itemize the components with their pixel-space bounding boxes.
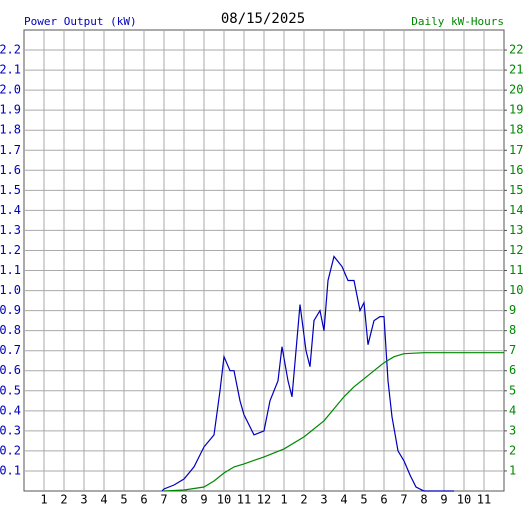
y-tick-label: 1.3 bbox=[0, 223, 21, 237]
x-tick-label: 2 bbox=[60, 493, 67, 507]
y-tick-label: 0.6 bbox=[0, 363, 21, 377]
x-tick-label: 4 bbox=[340, 493, 347, 507]
y-tick-label: 0.8 bbox=[0, 323, 21, 337]
y-tick-label: 1.6 bbox=[0, 163, 21, 177]
x-tick-label: 5 bbox=[360, 493, 367, 507]
x-tick-label: 2 bbox=[300, 493, 307, 507]
y-tick-label: 0.9 bbox=[0, 303, 21, 317]
x-tick-label: 4 bbox=[100, 493, 107, 507]
y2-tick-label: 6 bbox=[509, 363, 516, 377]
y2-tick-label: 11 bbox=[509, 263, 523, 277]
x-tick-label: 5 bbox=[120, 493, 127, 507]
x-tick-label: 11 bbox=[477, 493, 491, 507]
y2-tick-label: 1 bbox=[509, 463, 516, 477]
y2-tick-label: 5 bbox=[509, 383, 516, 397]
x-tick-label: 6 bbox=[380, 493, 387, 507]
series-line bbox=[161, 255, 454, 492]
y2-tick-label: 18 bbox=[509, 123, 523, 137]
y-tick-label: 0.2 bbox=[0, 443, 21, 457]
y-tick-label: 1.2 bbox=[0, 243, 21, 257]
x-tick-label: 1 bbox=[40, 493, 47, 507]
y2-tick-label: 8 bbox=[509, 323, 516, 337]
x-tick-label: 7 bbox=[400, 493, 407, 507]
y2-tick-label: 22 bbox=[509, 43, 523, 57]
x-tick-label: 10 bbox=[457, 493, 471, 507]
x-tick-label: 1 bbox=[280, 493, 287, 507]
y-tick-label: 0.7 bbox=[0, 343, 21, 357]
y-tick-label: 1.5 bbox=[0, 183, 21, 197]
y2-tick-label: 13 bbox=[509, 223, 523, 237]
y-tick-label: 1.0 bbox=[0, 283, 21, 297]
y-tick-label: 2.2 bbox=[0, 43, 21, 57]
y2-tick-label: 2 bbox=[509, 443, 516, 457]
y-tick-label: 1.9 bbox=[0, 103, 21, 117]
y-tick-label: 1.7 bbox=[0, 143, 21, 157]
y-tick-label: 2.1 bbox=[0, 63, 21, 77]
y-tick-label: 1.4 bbox=[0, 203, 21, 217]
y2-tick-label: 14 bbox=[509, 203, 523, 217]
x-tick-label: 12 bbox=[257, 493, 271, 507]
y-tick-label: 1.8 bbox=[0, 123, 21, 137]
x-tick-label: 9 bbox=[200, 493, 207, 507]
y2-tick-label: 16 bbox=[509, 163, 523, 177]
x-tick-label: 3 bbox=[320, 493, 327, 507]
y2-tick-label: 19 bbox=[509, 103, 523, 117]
x-tick-label: 7 bbox=[160, 493, 167, 507]
x-tick-label: 6 bbox=[140, 493, 147, 507]
x-tick-label: 8 bbox=[420, 493, 427, 507]
y2-tick-label: 4 bbox=[509, 403, 516, 417]
y-tick-label: 0.4 bbox=[0, 403, 21, 417]
y-tick-label: 0.5 bbox=[0, 383, 21, 397]
y2-tick-label: 20 bbox=[509, 83, 523, 97]
x-tick-label: 11 bbox=[237, 493, 251, 507]
y2-tick-label: 3 bbox=[509, 423, 516, 437]
y-axis-label: Power Output (kW) bbox=[24, 15, 137, 28]
y2-tick-label: 12 bbox=[509, 243, 523, 257]
y2-tick-label: 21 bbox=[509, 63, 523, 77]
y-tick-label: 0.3 bbox=[0, 423, 21, 437]
y-tick-label: 0.1 bbox=[0, 463, 21, 477]
y-tick-label: 2.0 bbox=[0, 83, 21, 97]
y2-tick-label: 15 bbox=[509, 183, 523, 197]
x-tick-label: 8 bbox=[180, 493, 187, 507]
x-tick-label: 10 bbox=[217, 493, 231, 507]
y2-axis-label: Daily kW-Hours bbox=[411, 15, 504, 28]
y2-tick-label: 10 bbox=[509, 283, 523, 297]
chart-title: 08/15/2025 bbox=[221, 11, 305, 27]
y2-tick-label: 9 bbox=[509, 303, 516, 317]
x-tick-label: 9 bbox=[440, 493, 447, 507]
y-tick-label: 1.1 bbox=[0, 263, 21, 277]
y2-tick-label: 17 bbox=[509, 143, 523, 157]
x-tick-label: 3 bbox=[80, 493, 87, 507]
y2-tick-label: 7 bbox=[509, 343, 516, 357]
series-line bbox=[163, 352, 504, 492]
